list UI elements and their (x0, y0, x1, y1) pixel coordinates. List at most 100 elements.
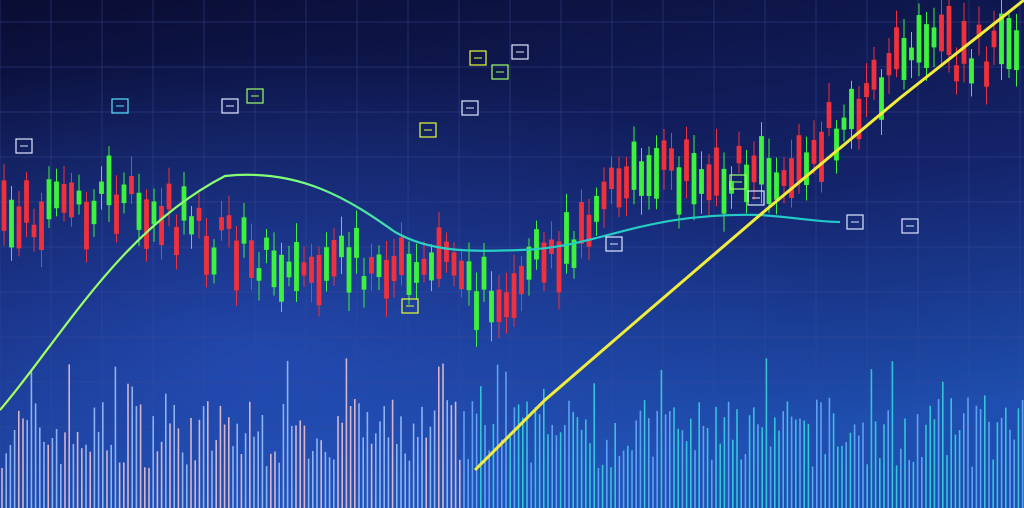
candle-body (399, 237, 404, 276)
candle-body (504, 292, 509, 318)
candle-body (856, 98, 862, 140)
candle-body (196, 207, 202, 221)
candle-body (729, 180, 734, 194)
candle-body (219, 217, 224, 231)
candle-body (69, 182, 74, 218)
candle-body (1, 180, 7, 231)
candle-body (1006, 18, 1012, 70)
candle-body (571, 239, 577, 268)
candle-body (309, 256, 314, 283)
candle-body (901, 37, 907, 81)
candle-body (796, 135, 802, 182)
candlesticks (1, 0, 1019, 347)
candle-body (421, 258, 427, 275)
candle-body (669, 148, 674, 171)
candle-body (129, 175, 134, 195)
annotation-glyph (901, 218, 919, 234)
candle-body (466, 261, 472, 291)
candle-body (54, 181, 59, 209)
candle-body (909, 47, 914, 61)
candle-body (234, 240, 239, 291)
candle-body (976, 24, 982, 38)
candle-body (324, 247, 329, 281)
candle-body (916, 15, 922, 63)
candle-body (331, 239, 337, 277)
candle-body (384, 260, 389, 299)
candle-body (646, 155, 652, 196)
annotation-glyph (111, 98, 129, 114)
annotation-glyph (15, 138, 33, 154)
annotation-glyph (221, 98, 239, 114)
candle-body (31, 224, 37, 238)
annotation-glyph (419, 122, 437, 138)
candle-body (841, 117, 847, 130)
candle-body (789, 158, 794, 198)
candle-body (489, 290, 494, 323)
candle-body (249, 240, 254, 279)
candle-body (76, 190, 82, 205)
candle-body (444, 241, 449, 263)
candle-body (774, 172, 779, 200)
candle-body (369, 257, 374, 274)
candle-body (939, 14, 944, 52)
candle-body (361, 276, 367, 290)
candle-body (159, 205, 164, 246)
candle-body (639, 161, 644, 196)
candle-body (931, 27, 937, 48)
candle-body (474, 291, 479, 331)
candle-body (136, 192, 142, 230)
candle-body (376, 254, 382, 278)
candle-body (601, 181, 607, 210)
candle-body (264, 237, 269, 250)
annotation-glyph (747, 190, 765, 206)
candle-body (106, 155, 112, 206)
candle-body (114, 194, 119, 234)
candle-body (894, 27, 899, 70)
candle-body (429, 252, 434, 281)
candle-body (759, 136, 764, 185)
candle-body (316, 254, 322, 306)
candle-body (616, 168, 622, 208)
volume-bars (1, 358, 1024, 508)
annotation-glyph (469, 50, 487, 66)
candle-body (826, 102, 832, 129)
annotation-glyph (729, 174, 747, 190)
candle-body (91, 200, 97, 225)
candle-body (819, 131, 824, 182)
candle-body (541, 242, 547, 283)
candle-body (204, 235, 209, 275)
annotation-glyph (605, 236, 623, 252)
candle-body (1014, 30, 1019, 70)
candle-body (564, 212, 569, 264)
candle-body (661, 140, 667, 170)
candle-body (736, 145, 742, 164)
annotation-glyph (511, 44, 529, 60)
candle-body (166, 183, 172, 210)
candle-body (459, 260, 464, 290)
candle-body (804, 152, 809, 185)
candle-body (16, 206, 22, 249)
candle-body (924, 24, 929, 68)
candle-body (226, 215, 232, 229)
candle-body (586, 214, 592, 247)
candle-body (451, 252, 457, 276)
candle-body (256, 268, 262, 281)
candle-body (624, 166, 629, 199)
candle-body (121, 184, 127, 204)
candle-body (991, 30, 997, 48)
candle-body (144, 199, 149, 249)
candle-body (211, 247, 217, 275)
candle-body (241, 217, 247, 244)
candle-body (294, 242, 299, 292)
candle-body (834, 128, 839, 161)
candle-body (286, 261, 292, 278)
candle-body (864, 83, 869, 97)
candle-body (99, 181, 104, 194)
candle-body (556, 241, 562, 293)
candle-body (579, 202, 584, 244)
candle-body (436, 227, 442, 279)
candle-body (684, 139, 689, 182)
candle-body (609, 167, 614, 190)
